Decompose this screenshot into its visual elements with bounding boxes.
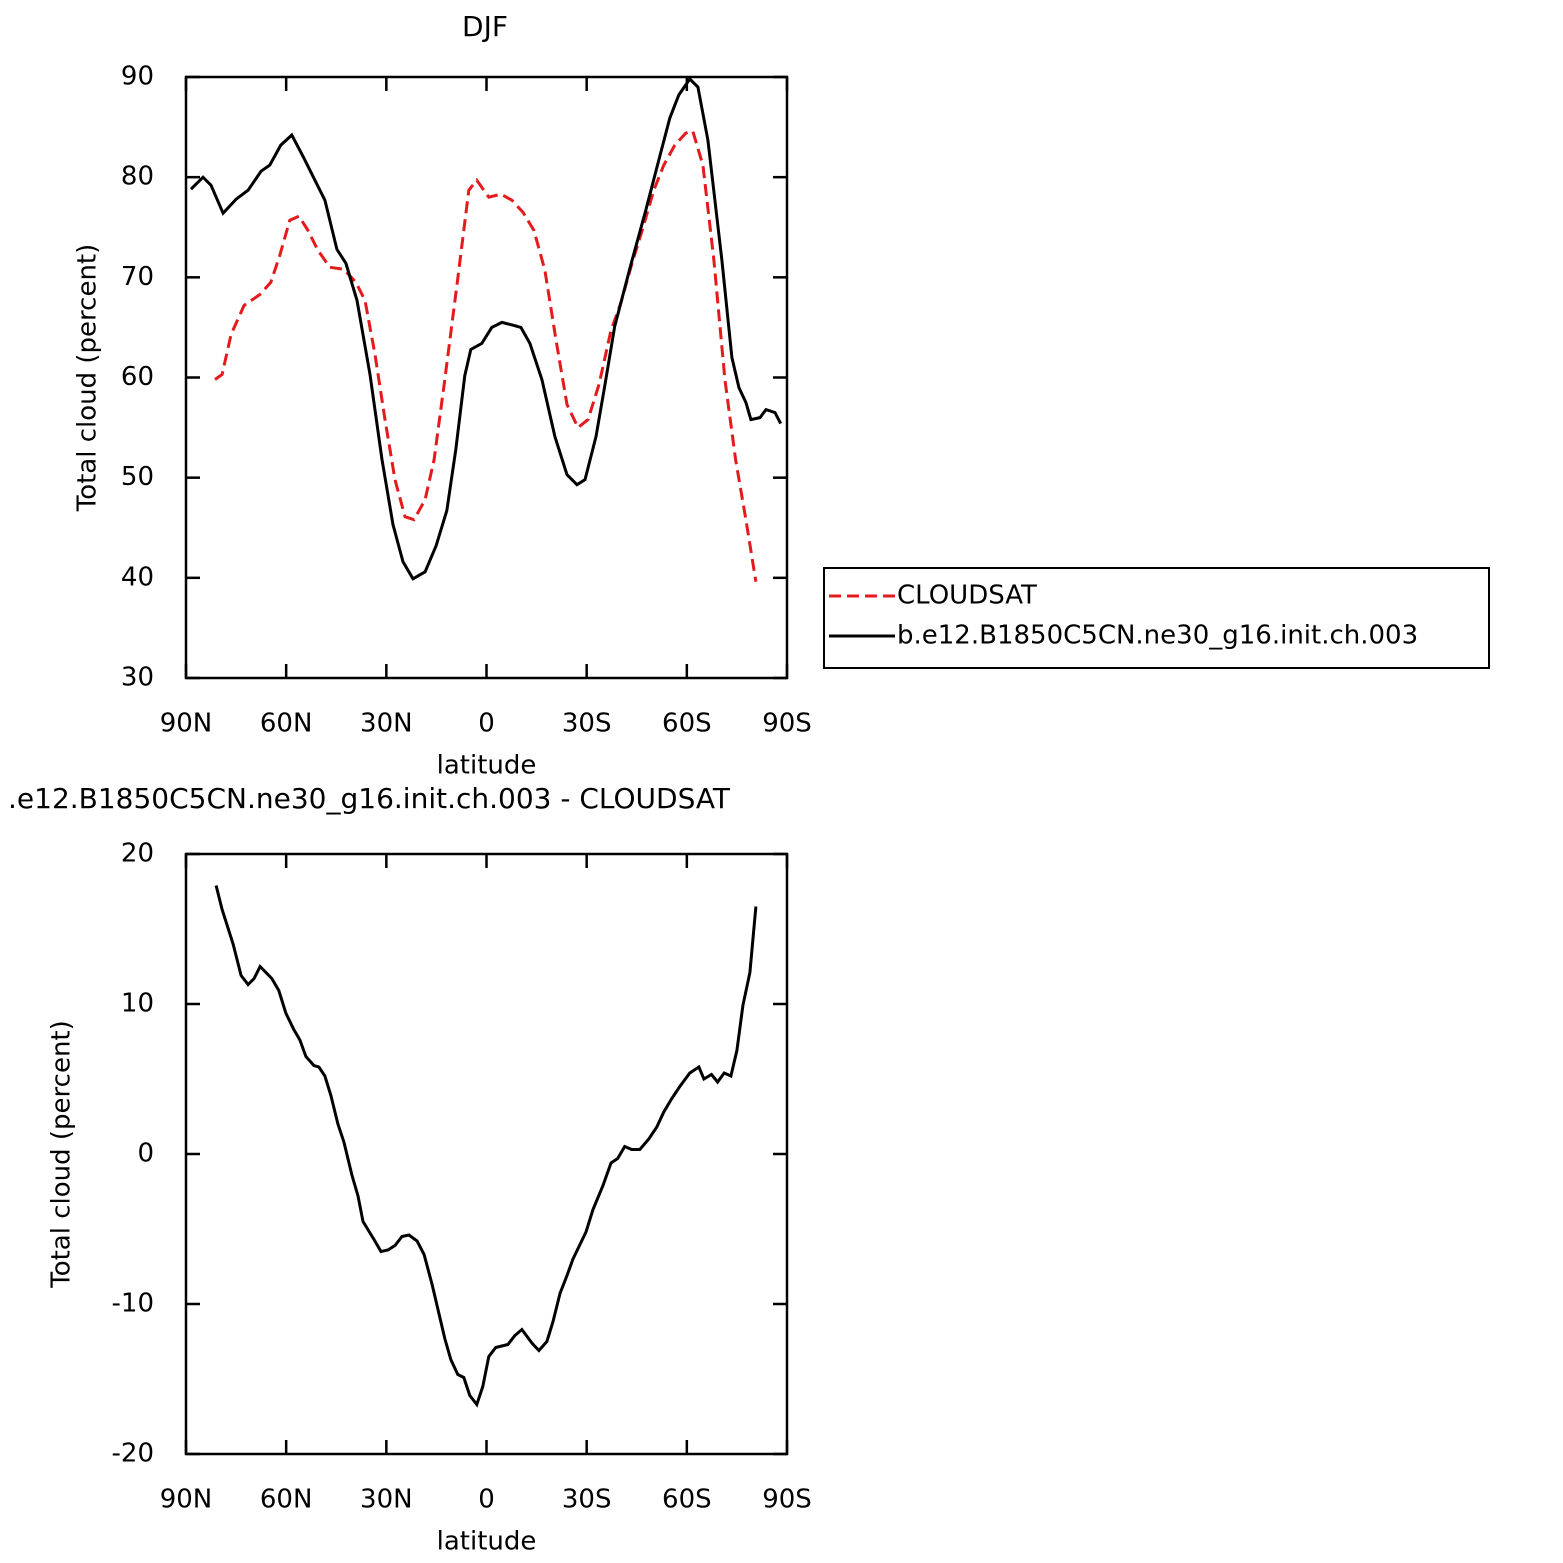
x-axis-label: latitude [437, 751, 537, 781]
chart-title: DJF [462, 10, 508, 43]
x-tick-label: 90S [762, 1485, 812, 1515]
x-tick-label: 30S [562, 709, 612, 739]
x-axis-label: latitude [437, 1527, 537, 1557]
legend-box [823, 567, 1490, 669]
x-tick-label: 0 [478, 1485, 495, 1515]
y-tick-label: 80 [121, 162, 154, 192]
plot-frame [184, 75, 789, 680]
y-tick-label: 40 [121, 562, 154, 592]
x-tick-label: 30N [360, 709, 413, 739]
x-tick-label: 60S [662, 1485, 712, 1515]
data-line [214, 129, 758, 583]
x-tick-label: 0 [478, 709, 495, 739]
y-tick-label: -10 [112, 1289, 154, 1319]
y-tick-label: 10 [121, 989, 154, 1019]
data-line [214, 885, 758, 1408]
y-axis-label: Total cloud (percent) [73, 244, 103, 513]
legend-label: CLOUDSAT [897, 581, 1037, 611]
y-tick-label: 70 [121, 262, 154, 292]
y-tick-label: 0 [137, 1139, 154, 1169]
x-tick-label: 60S [662, 709, 712, 739]
y-axis-label: Total cloud (percent) [47, 1020, 77, 1289]
x-tick-label: 30N [360, 1485, 413, 1515]
y-tick-label: 20 [121, 839, 154, 869]
x-tick-label: 90N [160, 709, 213, 739]
y-tick-label: 50 [121, 462, 154, 492]
x-tick-label: 60N [260, 1485, 313, 1515]
x-tick-label: 90N [160, 1485, 213, 1515]
y-tick-label: 60 [121, 362, 154, 392]
y-tick-label: -20 [112, 1439, 154, 1469]
y-tick-label: 30 [121, 663, 154, 693]
x-tick-label: 90S [762, 709, 812, 739]
x-tick-label: 30S [562, 1485, 612, 1515]
y-tick-label: 90 [121, 62, 154, 92]
x-tick-label: 60N [260, 709, 313, 739]
data-line [189, 76, 783, 581]
legend-label: b.e12.B1850C5CN.ne30_g16.init.ch.003 [897, 621, 1418, 651]
legend: CLOUDSAT b.e12.B1850C5CN.ne30_g16.init.ch… [823, 567, 1490, 669]
chart-title: .e12.B1850C5CN.ne30_g16.init.ch.003 - CL… [8, 782, 731, 815]
